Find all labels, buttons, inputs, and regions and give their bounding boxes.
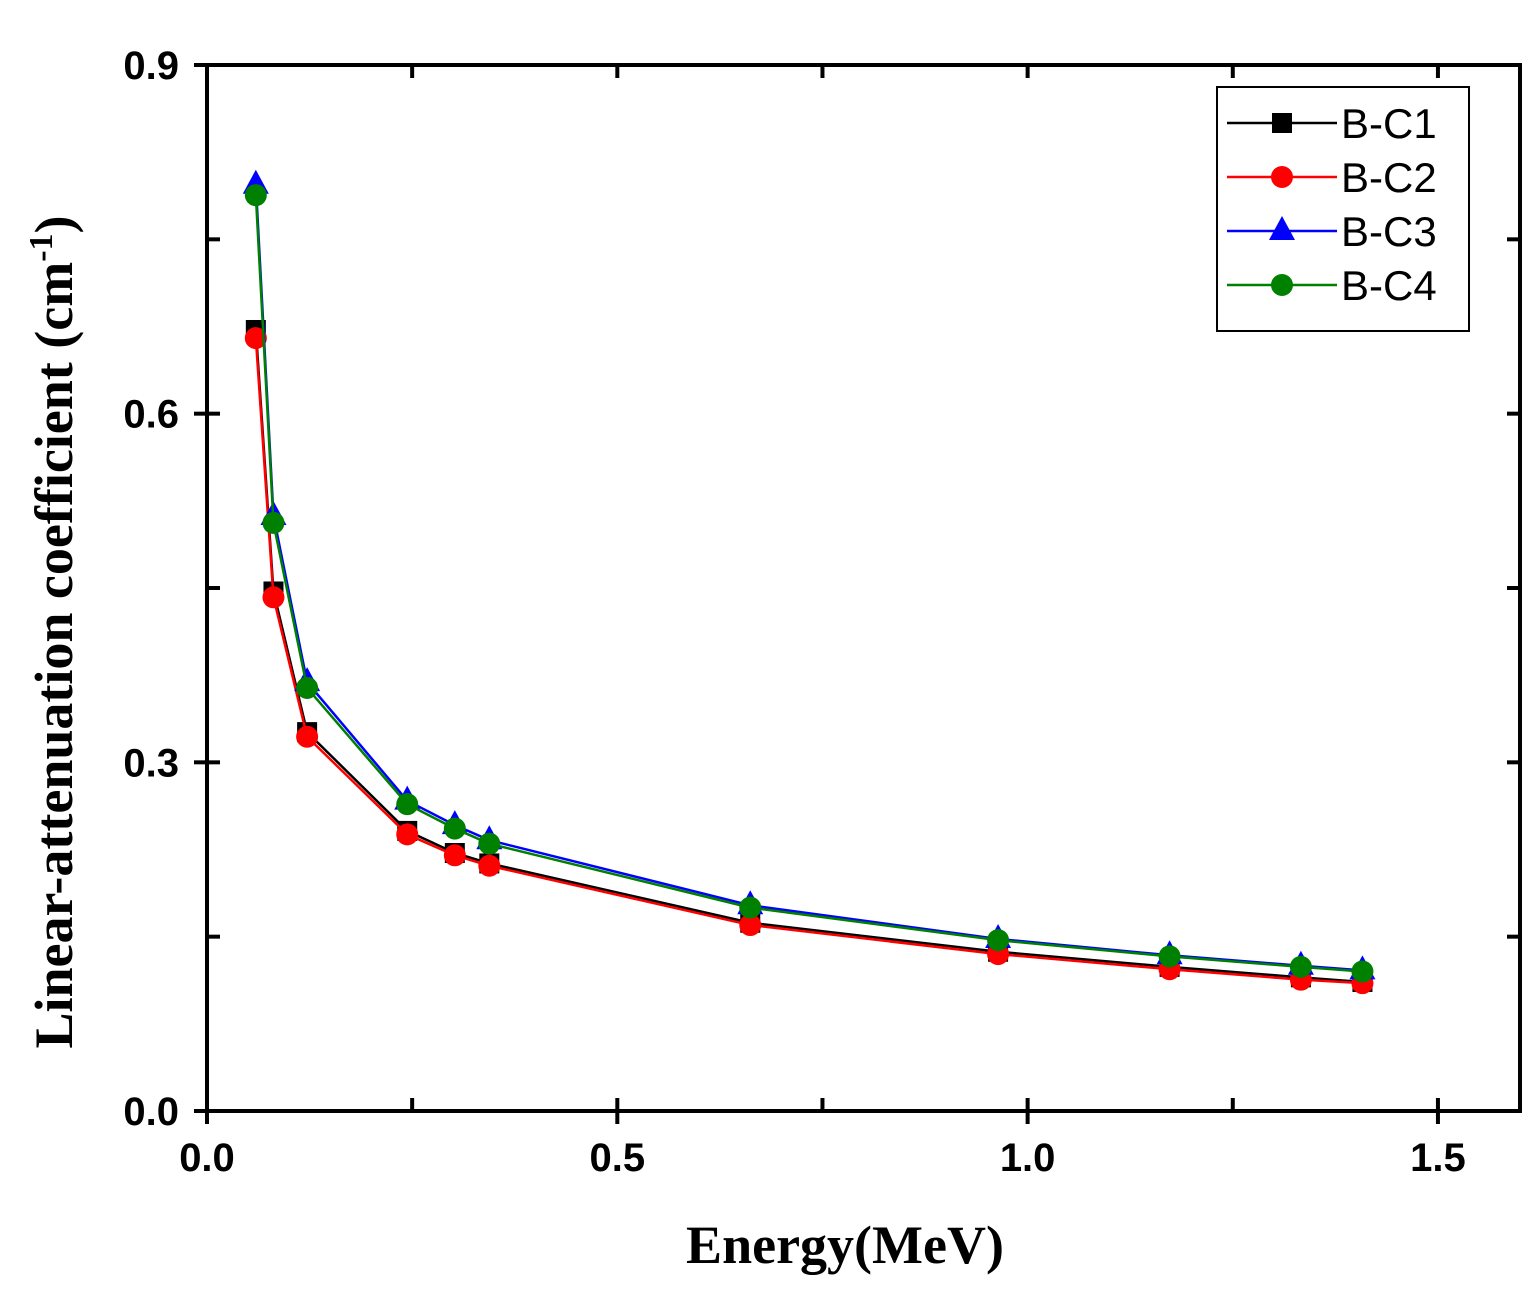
data-point [443, 817, 466, 840]
legend-item: B-C4 [1227, 262, 1437, 309]
y-axis-title-superscript: -1 [23, 233, 60, 261]
data-point [443, 844, 466, 867]
data-point [739, 914, 762, 937]
data-point [739, 896, 762, 919]
legend-box [1216, 86, 1470, 332]
x-tick-label: 0.0 [179, 1136, 235, 1180]
data-point [296, 725, 319, 748]
legend-label: B-C4 [1341, 262, 1437, 309]
y-axis-title-close: ) [24, 215, 84, 233]
y-tick-label: 0.6 [123, 393, 179, 437]
x-axis-title: Energy(MeV) [686, 1215, 1004, 1275]
data-point [396, 823, 419, 846]
data-point [1289, 955, 1312, 978]
x-tick-label: 1.5 [1410, 1136, 1466, 1180]
data-point [296, 676, 319, 699]
legend-marker [1269, 216, 1295, 240]
series-b-c2 [244, 327, 1374, 995]
data-point [396, 793, 419, 816]
series-line [254, 195, 1363, 973]
data-point [244, 327, 267, 350]
data-point [1351, 960, 1374, 983]
series-b-c3 [242, 169, 1376, 980]
y-tick-label: 0.3 [123, 741, 179, 785]
series-line [254, 184, 1363, 972]
legend-marker [1271, 274, 1293, 296]
data-point [1158, 945, 1181, 968]
x-tick-label: 1.0 [1000, 1136, 1056, 1180]
series-line [254, 329, 1363, 984]
data-point [478, 832, 501, 855]
series-layer [242, 169, 1376, 995]
legend-item: B-C1 [1227, 100, 1437, 147]
data-point [987, 929, 1010, 952]
series-b-c1 [245, 319, 1373, 992]
data-point [244, 184, 267, 207]
series-b-c4 [244, 184, 1374, 983]
y-tick-label: 0.0 [123, 1090, 179, 1134]
legend: B-C1 B-C2 B-C3 B-C4 [1216, 86, 1470, 332]
series-line [254, 338, 1363, 985]
data-point [262, 511, 285, 534]
y-axis-title-main: Linear-attenuation coefficient (cm [24, 262, 84, 1049]
legend-item: B-C3 [1227, 208, 1437, 255]
y-axis-title: Linear-attenuation coefficient (cm-1) [23, 215, 84, 1048]
data-point [262, 586, 285, 609]
data-point [478, 854, 501, 877]
x-tick-label: 0.5 [590, 1136, 646, 1180]
legend-label: B-C2 [1341, 154, 1437, 201]
legend-label: B-C1 [1341, 100, 1437, 147]
legend-item: B-C2 [1227, 154, 1437, 201]
legend-label: B-C3 [1341, 208, 1437, 255]
legend-marker [1272, 113, 1292, 133]
legend-marker [1271, 166, 1293, 188]
y-tick-label: 0.9 [123, 44, 179, 88]
axes-layer: 0.0 0.5 1.0 1.5 0.0 0.3 0.6 0.9 [123, 44, 1520, 1180]
